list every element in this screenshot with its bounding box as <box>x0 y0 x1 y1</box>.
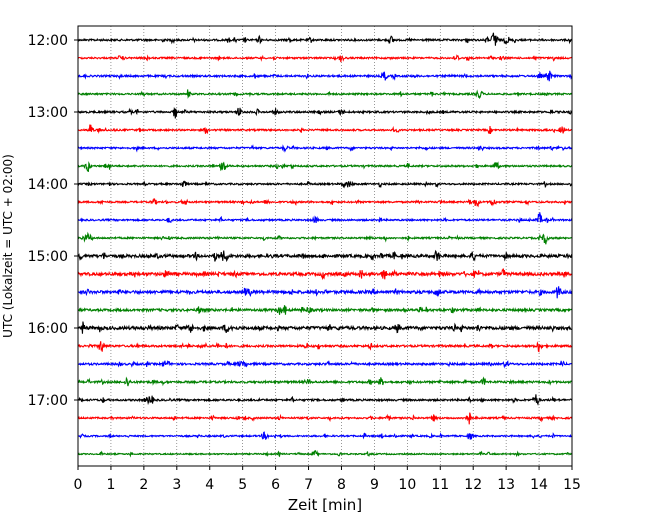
trace-1530 <box>77 286 573 299</box>
x-tick-label-3: 3 <box>172 477 181 493</box>
x-tick-label-9: 9 <box>370 477 379 493</box>
x-tick-label-6: 6 <box>271 477 280 493</box>
y-axis-ticks: 12:00 13:00 14:00 15:00 16:00 17:00 <box>28 33 78 409</box>
y-axis-label: UTC (Lokalzeit = UTC + 02:00) <box>1 154 15 338</box>
trace-1245 <box>77 89 573 100</box>
trace-1430 <box>77 212 573 224</box>
trace-1630 <box>77 359 573 369</box>
trace-1400 <box>77 180 573 189</box>
vertical-grid <box>110 26 540 466</box>
x-tick-label-11: 11 <box>431 477 449 493</box>
trace-1715 <box>77 412 573 425</box>
trace-1315 <box>77 124 573 135</box>
x-axis-label: Zeit [min] <box>288 496 362 514</box>
trace-1745 <box>77 449 573 458</box>
y-tick-label-4: 16:00 <box>28 321 68 337</box>
y-tick-label-2: 14:00 <box>28 177 68 193</box>
y-tick-label-1: 13:00 <box>28 105 68 121</box>
trace-1215 <box>77 54 573 63</box>
x-tick-label-0: 0 <box>74 477 83 493</box>
x-tick-label-2: 2 <box>139 477 148 493</box>
x-tick-label-15: 15 <box>563 477 581 493</box>
trace-1230 <box>77 70 573 82</box>
y-tick-label-3: 15:00 <box>28 249 68 265</box>
y-tick-label-0: 12:00 <box>28 33 68 49</box>
x-tick-label-4: 4 <box>205 477 214 493</box>
trace-1330 <box>77 144 573 153</box>
trace-1500 <box>77 249 573 263</box>
trace-1445 <box>77 231 573 245</box>
trace-1600 <box>77 321 573 334</box>
plot-frame <box>77 25 573 467</box>
trace-1700 <box>77 394 573 406</box>
x-tick-label-5: 5 <box>238 477 247 493</box>
y-tick-label-5: 17:00 <box>28 393 68 409</box>
trace-1730 <box>77 431 573 440</box>
trace-1415 <box>77 198 573 208</box>
x-tick-label-8: 8 <box>337 477 346 493</box>
x-axis-ticks: 0 1 2 3 4 5 6 7 8 9 10 11 12 13 14 15 <box>74 466 581 493</box>
x-tick-label-13: 13 <box>497 477 515 493</box>
trace-1200 <box>77 32 573 46</box>
x-tick-label-12: 12 <box>464 477 482 493</box>
trace-1515 <box>77 268 573 281</box>
trace-1645 <box>77 376 573 387</box>
x-tick-label-14: 14 <box>530 477 548 493</box>
trace-1345 <box>77 161 573 173</box>
trace-1545 <box>77 305 573 315</box>
x-tick-label-7: 7 <box>304 477 313 493</box>
trace-1300 <box>77 106 573 119</box>
x-tick-label-1: 1 <box>106 477 115 493</box>
x-tick-label-10: 10 <box>398 477 416 493</box>
seismic-traces <box>77 32 573 458</box>
trace-1615 <box>77 341 573 353</box>
